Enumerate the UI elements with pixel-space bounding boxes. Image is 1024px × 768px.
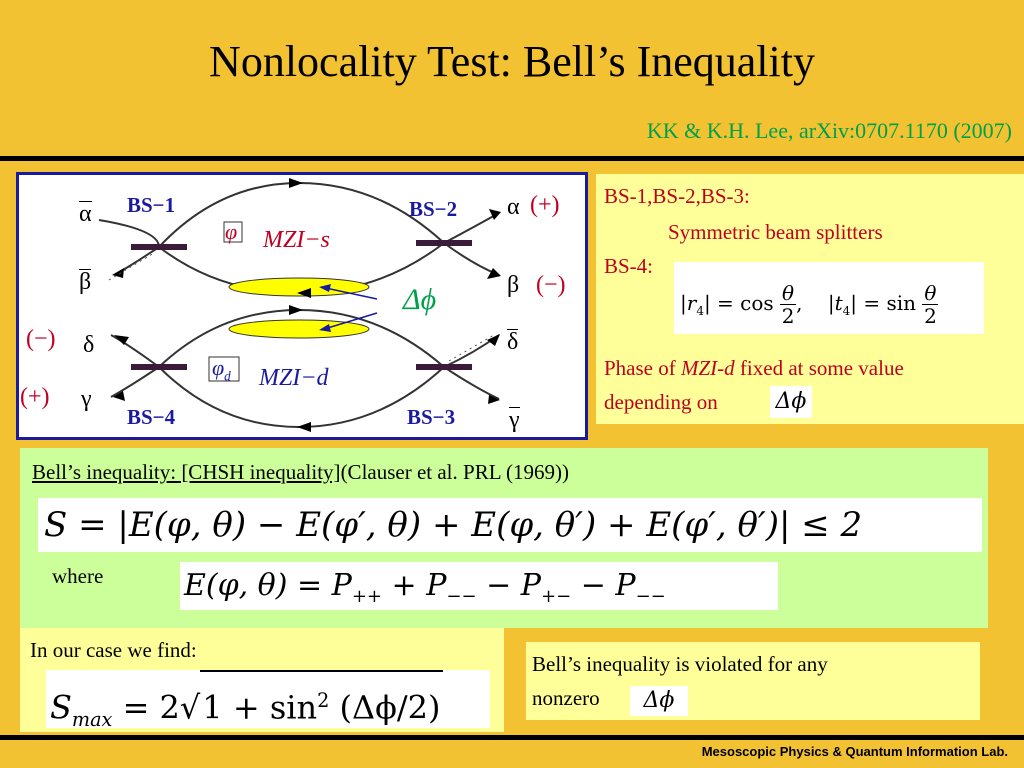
violation-line2: nonzero — [532, 686, 600, 710]
sign-plus-alpha: (+) — [530, 192, 560, 218]
mzi-diagram-svg — [98, 178, 501, 432]
pointer-lower-head — [319, 324, 331, 332]
beam-splitter-1 — [131, 244, 187, 250]
delta-label: δ — [83, 332, 95, 358]
output-beta — [443, 242, 500, 276]
mzi-s-label: MZI−s — [263, 227, 330, 253]
mzi-diagram: BS−1 BS−2 BS−3 BS−4 MZI−s MZI−d φ φd Δϕ … — [16, 172, 588, 440]
phi-d-label: φd — [212, 355, 231, 384]
alpha-bar-label: α — [79, 201, 92, 227]
gamma-label: γ — [81, 386, 92, 412]
bs-info-line2: Symmetric beam splitters — [668, 220, 883, 244]
beta-label: β — [507, 272, 520, 298]
beam-splitter-4 — [131, 364, 187, 370]
dotted-line-left — [108, 252, 155, 281]
pointer-upper — [320, 286, 378, 300]
arrow-lower-bottom — [297, 422, 311, 432]
input-delta — [110, 334, 160, 368]
bottom-rule — [0, 735, 1024, 740]
arrow-in-delta — [114, 335, 129, 345]
arrow-in-gamma — [113, 391, 125, 401]
phase-line2: depending on — [604, 390, 718, 414]
beam-splitter-2 — [416, 240, 472, 246]
phase-box-s — [223, 221, 243, 243]
phase-line1: Phase of MZI-d fixed at some value — [604, 356, 904, 380]
correlation-equation: E(φ, θ) = P++ + P−− − P+− − P−− — [180, 562, 778, 610]
overlap-region-upper — [228, 277, 370, 297]
delta-phi-inline: Δϕ — [770, 386, 812, 418]
smax-equation: Smax = 2√1 + sin2 (Δϕ/2) — [46, 670, 490, 731]
upper-arm-top — [98, 181, 445, 250]
arrow-out-beta — [487, 268, 501, 279]
violation-delta-phi: Δϕ — [630, 686, 688, 716]
pointer-lower — [320, 312, 378, 331]
result-panel: In our case we find: Smax = 2√1 + sin2 (… — [20, 628, 504, 732]
chsh-equation: S = |E(φ, θ) − E(φ′, θ) + E(φ, θ′) + E(φ… — [38, 498, 982, 552]
top-rule — [0, 156, 1024, 161]
gamma-bar-label: γ — [509, 407, 520, 433]
arrow-out-alpha — [489, 209, 501, 220]
output-gamma — [443, 366, 500, 400]
dotted-line-right — [448, 334, 495, 362]
arrow-out-gamma — [488, 395, 500, 404]
sign-plus-gamma: (+) — [20, 384, 50, 410]
input-gamma — [110, 366, 160, 398]
arrow-out-delta — [487, 334, 500, 346]
bell-heading: Bell’s inequality: [CHSH inequality](Cla… — [32, 460, 569, 484]
bs1-label: BS−1 — [127, 193, 176, 217]
bs2-label: BS−2 — [409, 197, 458, 221]
where-label: where — [52, 564, 104, 588]
beam-splitter-3 — [416, 364, 472, 370]
delta-bar-label: δ — [507, 329, 519, 355]
arrow-lower-top — [289, 305, 303, 315]
pointer-upper-head — [319, 284, 331, 292]
bs-info-line1: BS-1,BS-2,BS-3: — [604, 184, 750, 208]
footer-lab-name: Mesoscopic Physics & Quantum Information… — [701, 744, 1008, 759]
mzi-d-label: MZI−d — [259, 365, 329, 391]
phase-box-d — [208, 356, 240, 382]
sign-minus-beta: (−) — [536, 272, 566, 298]
violation-panel: Bell’s inequality is violated for any no… — [526, 642, 980, 720]
bs-info-line3: BS-4: — [604, 254, 654, 278]
lower-arm-top — [158, 308, 445, 368]
overlap-region-lower — [228, 319, 370, 339]
result-text: In our case we find: — [30, 638, 197, 662]
bell-inequality-panel: Bell’s inequality: [CHSH inequality](Cla… — [20, 448, 988, 628]
bs3-label: BS−3 — [407, 405, 456, 429]
beta-bar-label: β — [79, 269, 92, 295]
violation-line1: Bell’s inequality is violated for any — [532, 652, 828, 676]
slide-title: Nonlocality Test: Bell’s Inequality — [209, 37, 815, 86]
citation: KK & K.H. Lee, arXiv:0707.1170 (2007) — [646, 118, 1012, 143]
sign-minus-delta: (−) — [26, 326, 56, 352]
alpha-label: α — [507, 194, 520, 220]
bs4-label: BS−4 — [127, 405, 176, 429]
phi-s-label: φ — [225, 219, 238, 244]
arrow-in-beta — [112, 268, 124, 278]
beam-splitter-info: BS-1,BS-2,BS-3: Symmetric beam splitters… — [596, 174, 1024, 424]
arrow-upper-bottom — [297, 288, 311, 298]
delta-phi-label: Δϕ — [403, 283, 437, 316]
arrow-upper-top — [289, 178, 303, 188]
